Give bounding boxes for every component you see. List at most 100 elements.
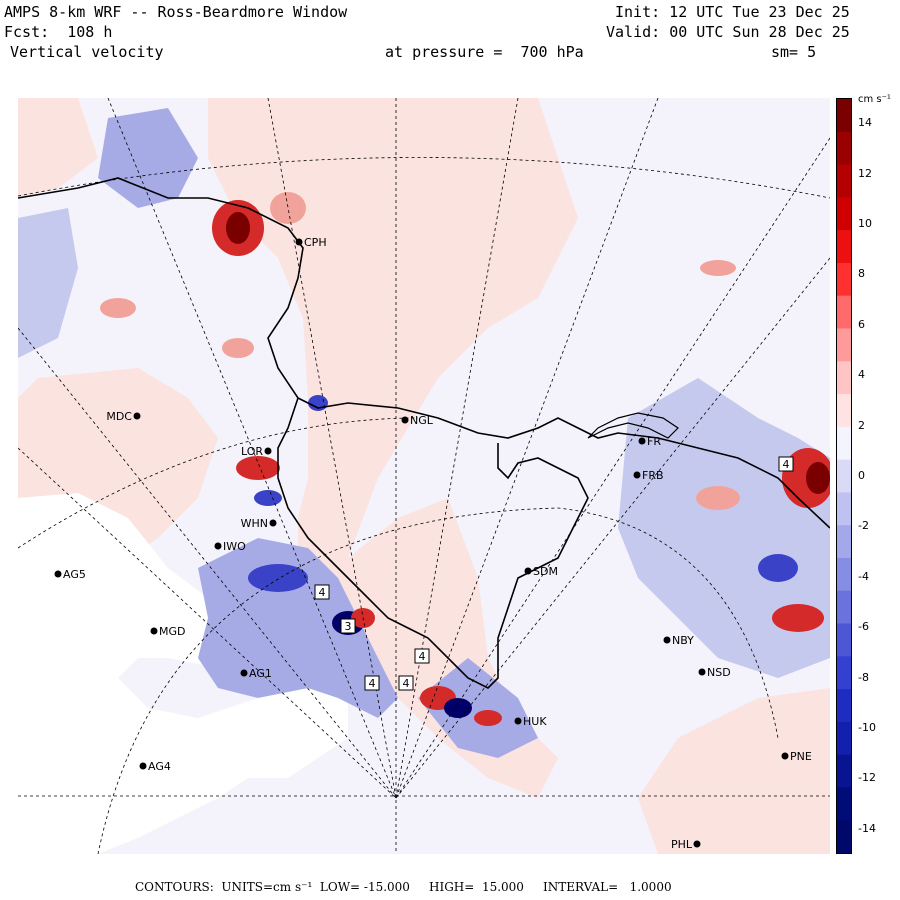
colorbar-swatch [837,426,851,461]
coastline [18,177,830,529]
colorbar-tick-label: -12 [858,771,876,785]
colorbar-swatch [837,262,851,297]
station-label-cph: CPH [304,236,327,249]
coastline [587,412,679,439]
extremum-markers: 4 3 4 4 4 4 [314,456,794,691]
positive-region [638,688,830,854]
updraft-core [270,192,306,224]
station-dot-cph [295,238,303,246]
updraft-core [100,298,136,318]
downdraft-core [444,698,472,718]
colorbar-tick-label: -10 [858,721,876,734]
station-label-ag5: AG5 [63,568,86,581]
negative-region [98,108,198,208]
station-label-mdc: MDC [106,410,132,423]
station-label-sdm: SDM [533,565,558,578]
colorbar-swatch [837,328,851,362]
downdraft-core [254,490,282,506]
colorbar-swatch [837,394,851,428]
colorbar [836,98,852,854]
colorbar-swatch [837,361,851,395]
extremum-label: 3 [345,620,352,633]
station-label-nsd: NSD [707,666,731,679]
downdraft-core [758,554,798,582]
colorbar-swatch [837,197,851,231]
updraft-core [772,604,824,632]
colorbar-tick-label: 0 [858,469,865,482]
extremum-box [414,648,430,664]
header-pressure: at pressure = 700 hPa [385,43,584,61]
station-dot-whn [269,519,277,527]
station-dot-ag4 [139,762,147,770]
station-dot-ngl [401,416,409,424]
colorbar-swatch [837,590,851,625]
updraft-core [474,710,502,726]
contour-info: CONTOURS: UNITS=cm s⁻¹ LOW= -15.000 HIGH… [135,880,672,894]
station-label-lor: LOR [241,445,263,458]
station-dot-frb [633,471,641,479]
extremum-label: 4 [403,677,410,690]
colorbar-swatch [837,557,851,592]
station-dot-ag1 [240,669,248,677]
colorbar-swatch [837,689,851,723]
colorbar-tick-label: 12 [858,166,872,180]
colorbar-tick-label: -6 [858,620,869,634]
station-label-fr: FR [647,435,661,448]
station-label-frb: FRB [642,469,664,482]
station-label-mgd: MGD [159,625,186,638]
colorbar-tick-label: 6 [858,317,865,331]
plateau-white-area [18,493,348,854]
extremum-box [340,618,356,634]
station-dot-fr [638,437,646,445]
negative-region [618,378,830,678]
colorbar-swatch [837,459,851,493]
station-label-nby: NBY [672,634,694,647]
updraft-core [696,486,740,510]
vertical-velocity-map: CPH MDC NGL LOR WHN IWO AG5 SDM MGD AG1 AG4 FRB FR NB… [18,98,830,854]
coastline [277,397,589,689]
colorbar-swatch [837,787,851,821]
station-label-iwo: IWO [223,540,246,553]
header-forecast: Fcst: 108 h [4,23,113,41]
negative-region [418,658,538,758]
updraft-core [806,462,830,494]
station-dot-pne [781,752,789,760]
station-dot-sdm [524,567,532,575]
updraft-core [700,260,736,276]
station-label-pne: PNE [790,750,812,763]
extremum-box [778,456,794,472]
colorbar-tick-label: -14 [858,821,876,835]
station-label-phl: PHL [671,838,693,851]
colorbar-swatch [837,754,851,788]
station-label-whn: WHN [241,517,268,530]
station-dot-huk [514,717,522,725]
extremum-box [398,675,414,691]
updraft-core [226,212,250,244]
updraft-core [222,338,254,358]
colorbar-tick-label: -4 [858,569,869,583]
header-init: Init: 12 UTC Tue 23 Dec 25 [615,3,850,21]
station-label-huk: HUK [523,715,547,728]
extremum-box [314,584,330,600]
station-label-ag4: AG4 [148,760,171,773]
extremum-label: 4 [419,650,426,663]
header-title: AMPS 8-km WRF -- Ross-Beardmore Window [4,3,348,21]
colorbar-swatch [837,820,851,853]
colorbar-swatch [837,492,851,526]
station-dot-lor [264,447,272,455]
graticule [18,98,830,854]
extremum-label: 4 [369,677,376,690]
colorbar-swatch [837,295,851,329]
updraft-core [236,456,280,480]
extremum-box [364,675,380,691]
station-dot-nsd [698,668,706,676]
colorbar-swatch [837,164,851,198]
colorbar-swatch [837,230,851,264]
positive-region [18,98,98,198]
colorbar-tick-label: 10 [858,217,872,230]
header-variable: Vertical velocity [10,43,164,61]
colorbar-swatch [837,131,851,166]
downdraft-core [248,564,308,592]
station-markers: CPH MDC NGL LOR WHN IWO AG5 SDM MGD AG1 AG4 FRB FR NB… [54,236,812,851]
header-smoothing: sm= 5 [771,43,817,61]
